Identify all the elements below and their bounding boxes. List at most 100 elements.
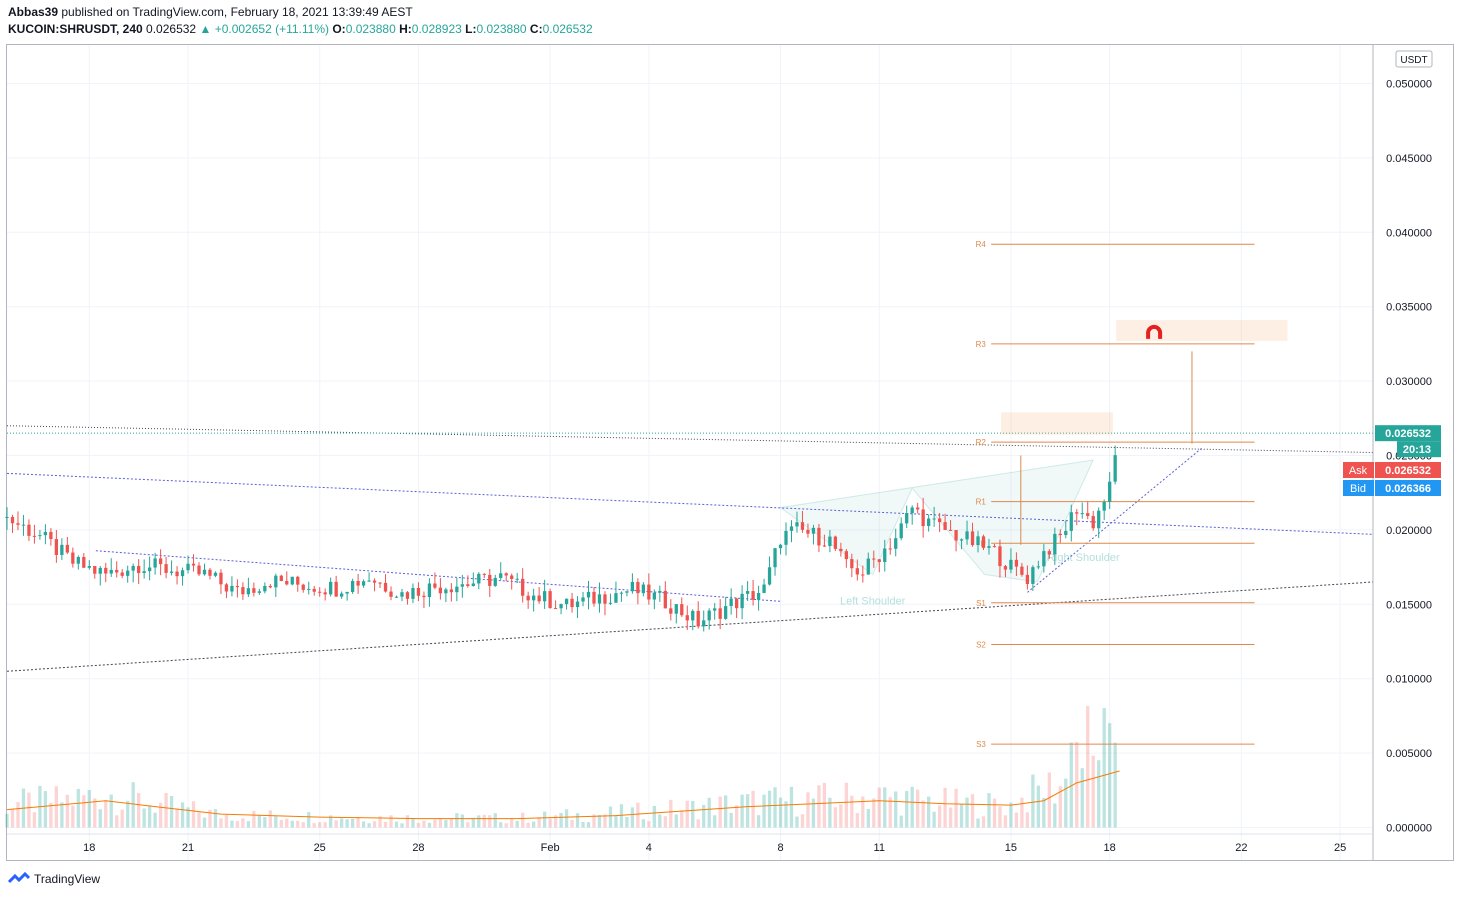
y-tick-label: 0.015000: [1386, 599, 1432, 611]
candle-body: [290, 576, 294, 585]
candle-body: [811, 527, 816, 534]
volume-bar: [334, 820, 338, 828]
volume-bar: [669, 799, 673, 828]
volume-bar: [1003, 815, 1008, 828]
volume-bar: [526, 822, 530, 828]
volume-bar: [926, 796, 931, 828]
volume-bar: [734, 805, 739, 828]
tradingview-footer[interactable]: TradingView: [8, 872, 100, 886]
candle-body: [93, 566, 97, 574]
symbol-name[interactable]: KUCOIN:SHRUSDT, 240: [8, 22, 143, 36]
volume-bar: [1108, 723, 1112, 828]
low-label: L:: [465, 22, 477, 36]
candle-body: [367, 580, 371, 582]
candle-body: [1053, 533, 1057, 555]
close-label: C:: [529, 22, 543, 36]
candle-body: [570, 598, 574, 608]
candle-body: [1014, 559, 1019, 567]
volume-bar: [850, 795, 854, 828]
candle-body: [564, 598, 569, 605]
volume-bar: [488, 815, 492, 828]
volume-bar: [296, 820, 300, 828]
candle-body: [778, 544, 783, 549]
volume-bar: [312, 823, 316, 828]
volume-bar: [800, 814, 805, 828]
volume-bar: [65, 794, 69, 828]
wedge-trend-line: [95, 550, 781, 602]
grid: [7, 45, 1373, 860]
candle-body: [416, 587, 421, 596]
time-axis: 18 21 25 28 Feb 4 8 11 15 18 22 25: [7, 833, 1373, 854]
volume-bar: [1053, 803, 1057, 828]
candle-body: [894, 538, 898, 549]
volume-bar: [811, 798, 816, 828]
publisher-user[interactable]: Abbas39: [8, 5, 59, 19]
volume-bar: [416, 822, 421, 828]
open-label: O:: [332, 22, 346, 36]
volume-bar: [361, 821, 366, 828]
candle-body: [197, 565, 201, 575]
open-value: 0.023880: [345, 22, 396, 36]
candle-body: [21, 524, 26, 526]
volume-bar: [619, 804, 624, 828]
candle-body: [948, 529, 953, 531]
volume-bar: [888, 797, 892, 828]
pattern-label: Right Shoulder: [1047, 552, 1120, 564]
candle-body: [905, 513, 909, 524]
pivot-label: R1: [976, 498, 987, 507]
y-tick-label: 0.050000: [1386, 79, 1432, 91]
volume-bar: [745, 794, 750, 828]
candle-body: [603, 594, 607, 604]
candle-body: [674, 604, 678, 614]
candle-body: [246, 588, 251, 595]
volume-bar: [32, 812, 37, 828]
x-tick-label: 4: [646, 842, 652, 854]
candle-body: [241, 587, 245, 595]
volume-ma-line: [6, 770, 1120, 820]
candle-body: [828, 536, 832, 547]
candle-body: [883, 548, 887, 563]
x-tick-label: 22: [1235, 842, 1247, 854]
chart-frame[interactable]: [6, 44, 1454, 861]
volume-bar: [954, 788, 958, 828]
currency-badge-box: [1395, 50, 1433, 68]
candle-body: [268, 586, 272, 588]
volume-bar: [323, 822, 327, 828]
volume-bar: [685, 800, 689, 828]
volume-bar: [894, 791, 898, 828]
volume-bar: [109, 794, 113, 828]
candle-body: [756, 592, 761, 600]
volume-bar: [521, 812, 525, 828]
volume-bar: [976, 818, 980, 828]
volume-bar: [696, 819, 700, 828]
volume-bar: [1075, 741, 1079, 828]
candle-body: [318, 591, 322, 593]
candle-body: [1025, 574, 1030, 584]
candle-body: [213, 572, 218, 576]
pattern-label: Left Shoulder: [840, 595, 906, 607]
volume-bar: [707, 797, 711, 828]
volume-bar: [104, 800, 108, 828]
candle-body: [691, 610, 695, 621]
candle-body: [734, 598, 739, 609]
volume-bar: [872, 798, 876, 828]
candle-body: [257, 591, 261, 593]
tradingview-logo-icon: [8, 872, 30, 884]
volume-bar: [449, 818, 454, 828]
volume-bar: [202, 817, 207, 828]
volume-bar: [1097, 760, 1101, 828]
volume-bar: [1069, 742, 1073, 828]
volume-bar: [992, 798, 997, 828]
volume-bar: [756, 815, 761, 828]
volume-bar: [839, 804, 843, 828]
candle-body: [109, 569, 113, 574]
candle-body: [252, 588, 256, 593]
volume-bar: [581, 822, 585, 828]
candle-body: [5, 516, 9, 518]
candle-body: [597, 594, 602, 604]
candle-body: [663, 590, 667, 609]
y-tick-label: 0.000000: [1386, 823, 1432, 835]
volume-bar: [158, 802, 163, 828]
candle-body: [861, 574, 865, 576]
